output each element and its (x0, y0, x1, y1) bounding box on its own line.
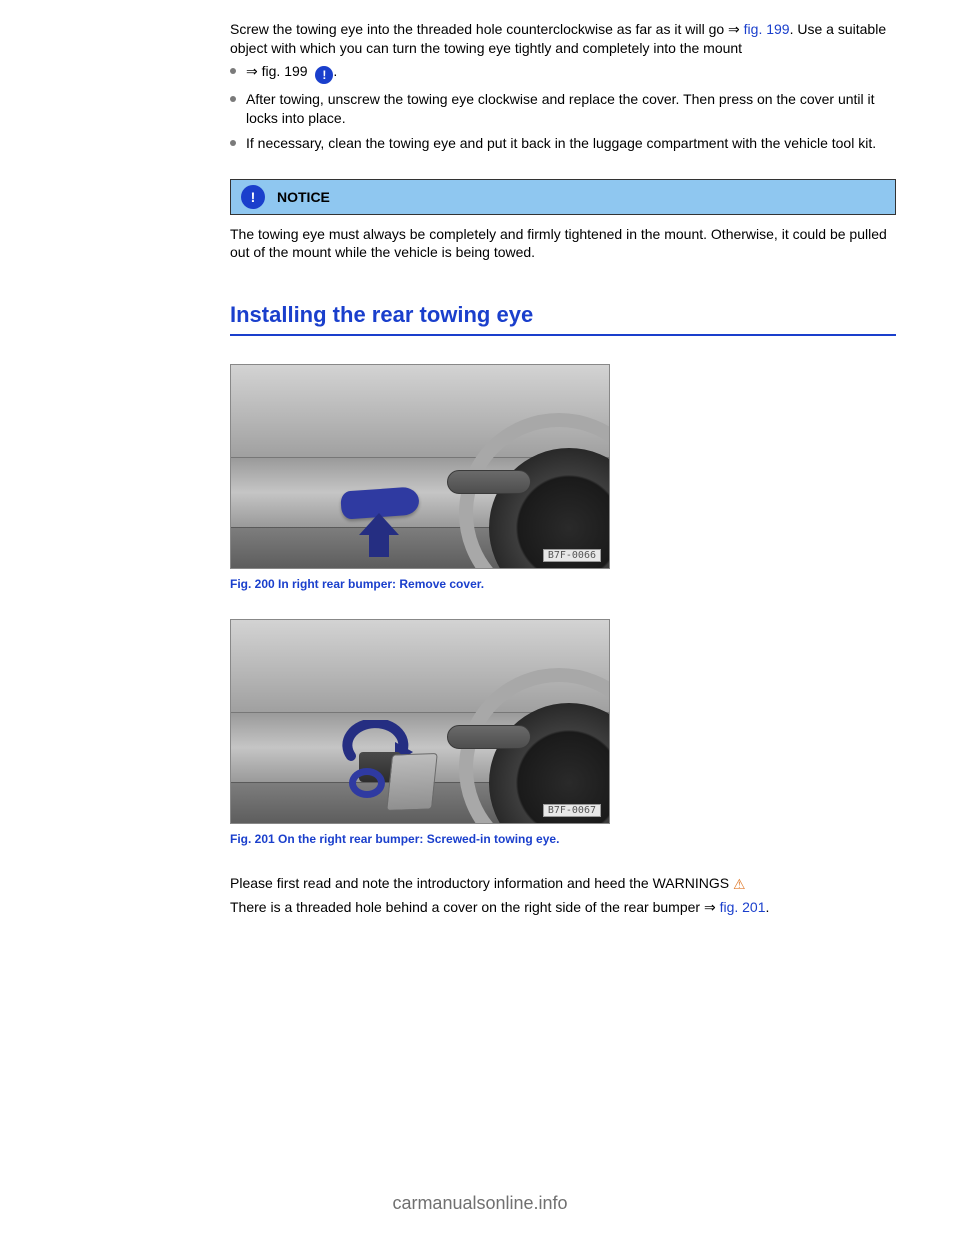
intro-read-first: Please first read and note the introduct… (230, 874, 896, 894)
notice-banner: ! NOTICE (230, 179, 896, 215)
rear-reflector (447, 725, 531, 749)
tow-cover-open (386, 753, 438, 811)
fig-ref-199[interactable]: fig. 199 (262, 63, 308, 79)
section-heading-rear-towing-eye: Installing the rear towing eye (230, 302, 896, 336)
text-fragment: . (766, 899, 770, 915)
figure-id-badge: B7F-0067 (543, 804, 601, 817)
manual-page: Screw the towing eye into the threaded h… (0, 0, 960, 1242)
text-fragment: There is a threaded hole behind a cover … (230, 899, 720, 915)
figure-201: B7F-0067 (230, 619, 610, 824)
warning-triangle-icon: ⚠ (733, 875, 746, 894)
figure-201-caption: Fig. 201 On the right rear bumper: Screw… (230, 832, 896, 846)
footer-watermark: carmanualsonline.info (0, 1193, 960, 1214)
fig-ref-199[interactable]: fig. 199 (744, 21, 790, 37)
bullet-dot-icon (230, 96, 236, 102)
bullet-text: After towing, unscrew the towing eye clo… (246, 90, 896, 128)
bullet-item-after-towing: After towing, unscrew the towing eye clo… (230, 90, 896, 128)
text-fragment: Screw the towing eye into the threaded h… (230, 21, 744, 37)
notice-inline-icon: ! (315, 66, 333, 84)
text-fragment: ⇒ (246, 63, 262, 79)
bullet-text: If necessary, clean the towing eye and p… (246, 134, 896, 153)
notice-icon: ! (241, 185, 265, 209)
bullet-dot-icon (230, 68, 236, 74)
step-screw-in: Screw the towing eye into the threaded h… (230, 20, 896, 58)
rear-reflector (447, 470, 531, 494)
fig-ref-201[interactable]: fig. 201 (720, 899, 766, 915)
notice-body: The towing eye must always be completely… (230, 225, 896, 263)
text-fragment: Please first read and note the introduct… (230, 875, 733, 891)
threaded-hole-text: There is a threaded hole behind a cover … (230, 898, 896, 917)
figure-200-caption: Fig. 200 In right rear bumper: Remove co… (230, 577, 896, 591)
bullet-item-clean: If necessary, clean the towing eye and p… (230, 134, 896, 153)
notice-label: NOTICE (277, 189, 330, 205)
push-up-arrow-icon (359, 513, 399, 557)
bullet-dot-icon (230, 140, 236, 146)
bullet-text: ⇒ fig. 199 !. (246, 62, 896, 84)
bullet-item-followup: ⇒ fig. 199 !. (230, 62, 896, 84)
figure-id-badge: B7F-0066 (543, 549, 601, 562)
figure-200: B7F-0066 (230, 364, 610, 569)
text-fragment: . (333, 63, 337, 79)
